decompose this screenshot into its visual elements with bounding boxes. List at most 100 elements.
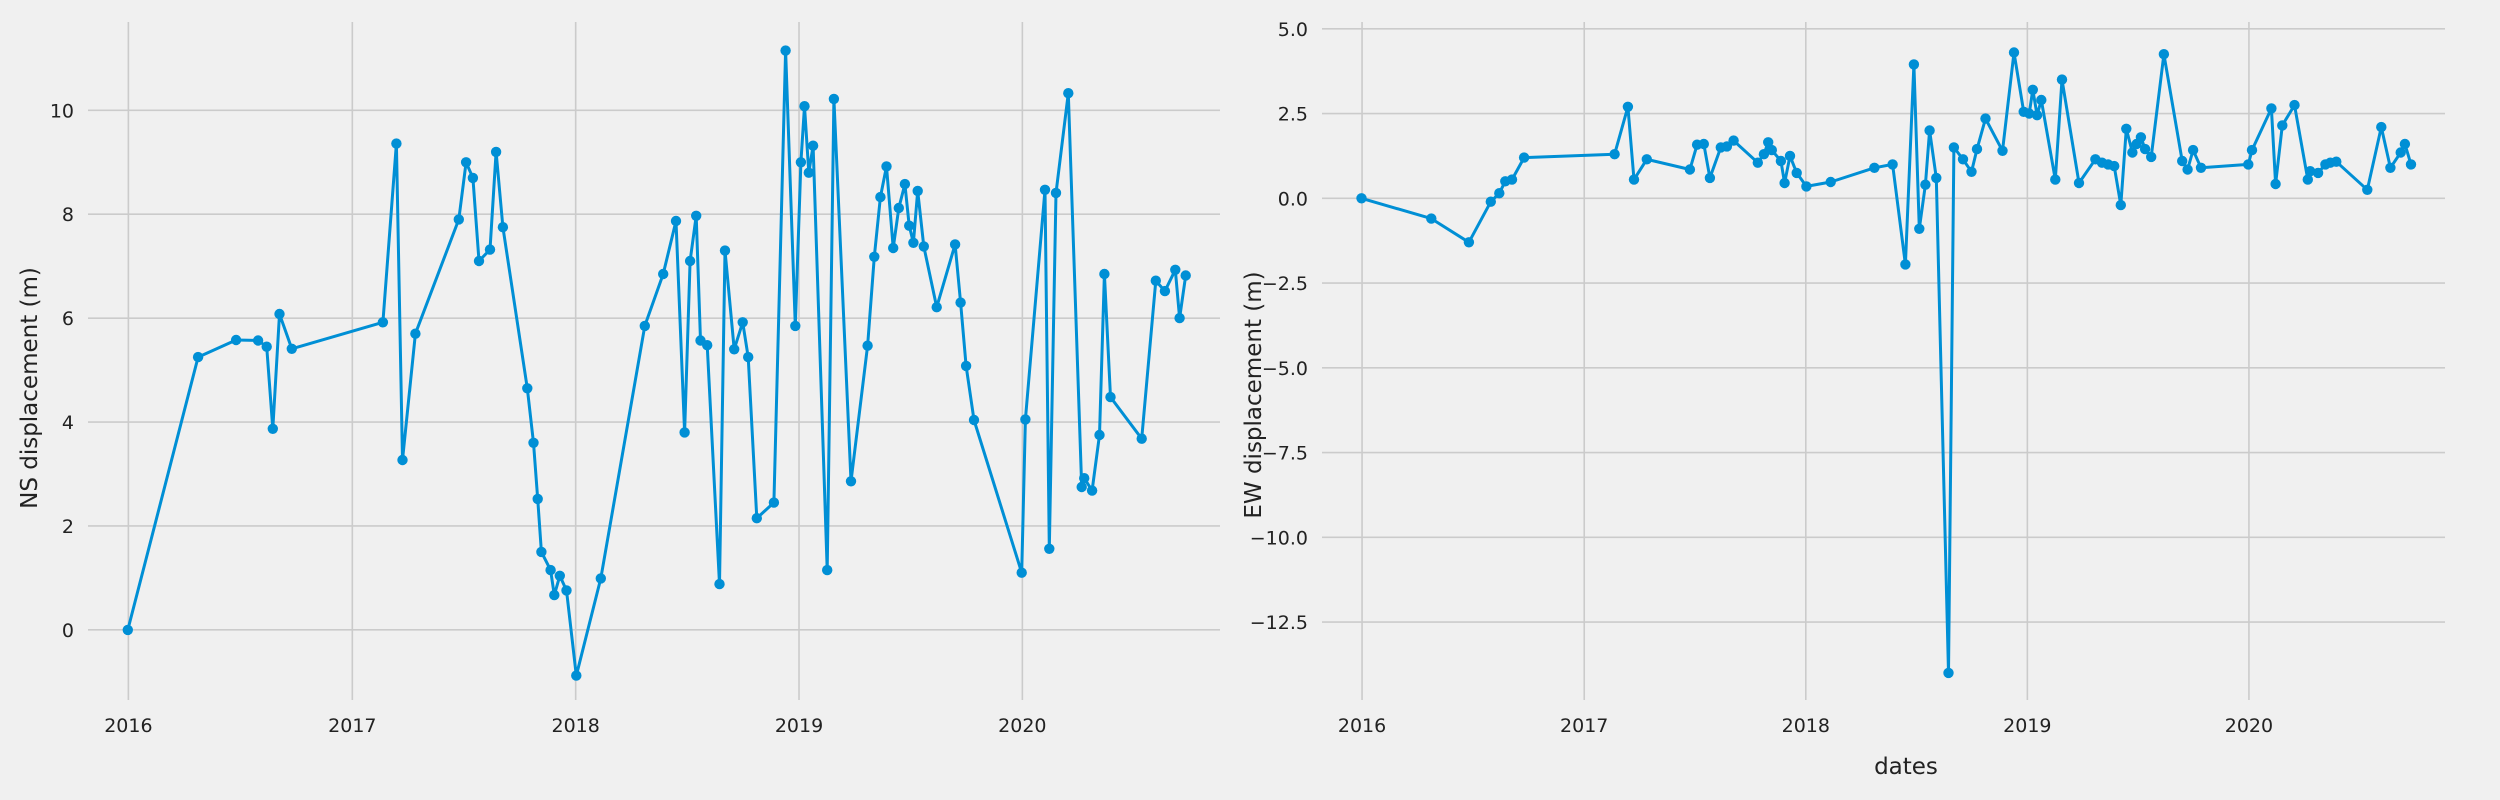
data-point xyxy=(2135,132,2147,143)
data-point xyxy=(1016,567,1027,578)
data-point xyxy=(1966,166,1977,177)
data-point xyxy=(2187,144,2199,156)
x-tick-label: 2020 xyxy=(998,715,1046,737)
data-point xyxy=(2289,99,2300,111)
data-point xyxy=(1997,145,2008,156)
y-tick-label: 4 xyxy=(62,412,74,434)
data-point xyxy=(1758,149,1770,160)
data-point xyxy=(799,101,810,112)
data-point xyxy=(780,45,791,56)
data-point xyxy=(904,220,915,231)
data-point xyxy=(1900,259,1911,270)
data-point xyxy=(460,157,472,168)
data-point xyxy=(1957,154,1969,165)
data-point xyxy=(2115,199,2126,211)
data-point xyxy=(729,344,740,355)
data-point xyxy=(1920,179,1931,190)
data-point xyxy=(1971,143,1983,155)
data-point xyxy=(714,578,725,590)
data-point xyxy=(286,343,297,354)
data-point xyxy=(2073,177,2085,189)
data-point xyxy=(1506,174,1518,185)
data-point xyxy=(743,351,754,363)
data-point xyxy=(1684,164,1696,175)
data-point xyxy=(1159,285,1171,297)
data-point xyxy=(670,215,682,227)
y-tick-label: −12.5 xyxy=(1250,612,1308,634)
data-point xyxy=(1766,144,1778,156)
data-point xyxy=(1518,152,1530,163)
ns-displacement-panel: 0 2 4 6 8 10 2016 2017 2018 2019 2020 NS displacem… xyxy=(17,22,1220,737)
data-point xyxy=(2008,47,2020,58)
data-point xyxy=(2127,147,2138,158)
data-point xyxy=(1099,268,1110,280)
data-point xyxy=(2305,166,2316,177)
data-point xyxy=(1931,172,1942,184)
data-point xyxy=(908,237,919,248)
data-point xyxy=(1887,159,1898,170)
data-point xyxy=(561,585,572,596)
y-tick-label: 0 xyxy=(62,620,74,642)
data-point xyxy=(1628,174,1640,185)
data-point xyxy=(2031,110,2043,121)
data-point xyxy=(467,172,479,184)
ylabel-ns: NS displacement (m) xyxy=(17,267,43,509)
data-point xyxy=(2243,159,2254,170)
x-tick-label: 2016 xyxy=(104,715,152,737)
data-point xyxy=(2362,184,2373,195)
data-point xyxy=(1136,433,1147,444)
data-point xyxy=(658,268,669,280)
data-point xyxy=(702,340,713,351)
data-point xyxy=(2302,174,2313,185)
data-point xyxy=(869,251,880,262)
data-point xyxy=(1779,177,1790,189)
data-point xyxy=(274,308,285,320)
data-point xyxy=(522,383,533,394)
data-point xyxy=(1356,193,1367,204)
data-point xyxy=(2195,162,2207,173)
ylabel-ew: EW displacement (m) xyxy=(1241,271,1267,518)
data-point xyxy=(2121,123,2132,134)
data-point xyxy=(2036,94,2047,106)
data-point xyxy=(803,167,814,178)
data-point xyxy=(1020,414,1031,425)
data-point xyxy=(768,497,780,508)
data-point xyxy=(549,589,560,601)
data-point xyxy=(955,297,966,308)
data-point xyxy=(790,320,801,332)
data-point xyxy=(2182,164,2193,175)
data-point xyxy=(795,157,807,168)
data-point xyxy=(1801,181,1812,192)
x-tick-label: 2016 xyxy=(1338,715,1386,737)
data-point xyxy=(1086,485,1098,496)
data-point xyxy=(536,546,547,558)
data-point xyxy=(2376,121,2387,133)
data-point xyxy=(691,210,702,221)
data-point xyxy=(261,341,272,352)
data-point xyxy=(1170,264,1181,275)
data-point xyxy=(410,328,421,339)
data-point xyxy=(1698,138,1710,150)
data-point xyxy=(1825,176,1836,188)
data-point xyxy=(252,335,264,346)
x-tick-label: 2019 xyxy=(775,715,823,737)
data-point xyxy=(918,241,929,252)
data-point xyxy=(1485,196,1497,207)
x-tick-label: 2018 xyxy=(551,715,599,737)
data-point xyxy=(2385,162,2396,173)
data-point xyxy=(397,454,408,466)
data-point xyxy=(1924,125,1935,136)
data-point xyxy=(639,320,650,332)
x-tick-label: 2018 xyxy=(1782,715,1830,737)
data-point xyxy=(2027,84,2039,96)
data-point xyxy=(1050,187,1062,199)
data-point xyxy=(1044,543,1055,554)
data-point xyxy=(1494,188,1505,199)
data-point xyxy=(2395,147,2406,158)
data-point xyxy=(2024,108,2035,119)
data-point xyxy=(1908,59,1920,70)
data-point xyxy=(822,564,833,576)
data-point xyxy=(2050,174,2061,185)
data-point xyxy=(1094,429,1105,441)
